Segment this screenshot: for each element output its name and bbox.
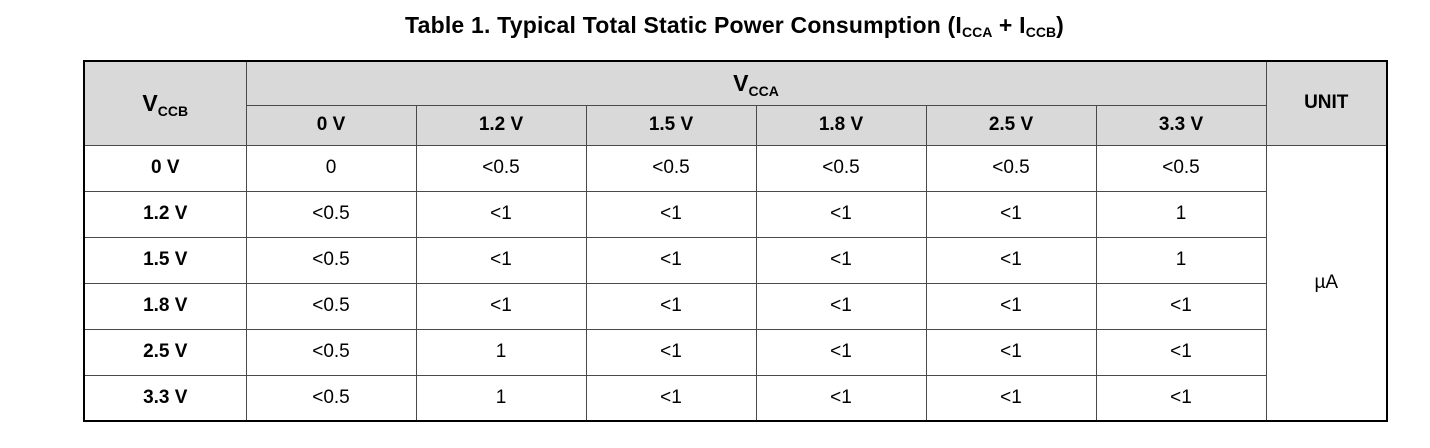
vcca-label: VCCA xyxy=(733,69,779,99)
cell-value: <0.5 xyxy=(245,374,417,422)
row-label: 2.5 V xyxy=(83,328,247,376)
table-title-plus: + I xyxy=(992,12,1026,38)
col-header-1v8: 1.8 V xyxy=(755,104,927,146)
cell-value: <1 xyxy=(755,236,927,284)
cell-value: <1 xyxy=(415,190,587,238)
cell-value: <1 xyxy=(1095,328,1267,376)
cell-value: 1 xyxy=(415,374,587,422)
unit-header: UNIT xyxy=(1265,60,1388,146)
table-title-text: Table 1. Typical Total Static Power Cons… xyxy=(405,12,962,38)
row-label: 1.5 V xyxy=(83,236,247,284)
cell-value: 1 xyxy=(1095,236,1267,284)
cell-value: <1 xyxy=(585,236,757,284)
col-header-3v3: 3.3 V xyxy=(1095,104,1267,146)
cell-value: <1 xyxy=(415,282,587,330)
table-row: 2.5 V <0.5 1 <1 <1 <1 <1 xyxy=(83,328,1387,376)
row-label: 1.2 V xyxy=(83,190,247,238)
table-title: Table 1. Typical Total Static Power Cons… xyxy=(83,12,1386,40)
cell-value: <1 xyxy=(1095,374,1267,422)
table-row: 3.3 V <0.5 1 <1 <1 <1 <1 xyxy=(83,374,1387,422)
unit-value-cell: µA xyxy=(1265,144,1388,422)
col-header-1v5: 1.5 V xyxy=(585,104,757,146)
cell-value: <0.5 xyxy=(245,328,417,376)
row-header-vccb: VCCB xyxy=(83,60,247,146)
cell-value: <0.5 xyxy=(245,190,417,238)
cell-value: <0.5 xyxy=(1095,144,1267,192)
cell-value: <0.5 xyxy=(415,144,587,192)
table-row: 0 V 0 <0.5 <0.5 <0.5 <0.5 <0.5 µA xyxy=(83,144,1388,422)
cell-value: <1 xyxy=(925,374,1097,422)
vccb-subscript: CCB xyxy=(157,102,189,119)
cell-value: <0.5 xyxy=(585,144,757,192)
cell-value: <1 xyxy=(755,328,927,376)
vccb-base: V xyxy=(142,89,158,116)
col-group-vcca: VCCA xyxy=(245,60,1267,106)
cell-value: <0.5 xyxy=(245,282,417,330)
cell-value: <1 xyxy=(925,282,1097,330)
cell-value: <1 xyxy=(585,328,757,376)
table-row: 1.5 V <0.5 <1 <1 <1 <1 1 xyxy=(83,236,1387,284)
vcca-subscript: CCA xyxy=(748,82,779,99)
cell-value: <1 xyxy=(755,190,927,238)
cell-value: <1 xyxy=(755,374,927,422)
vcca-base: V xyxy=(733,69,749,96)
cell-value: 1 xyxy=(415,328,587,376)
title-subscript-iccb: CCB xyxy=(1025,24,1057,40)
cell-value: <1 xyxy=(925,190,1097,238)
table-title-close-paren: ) xyxy=(1056,12,1064,38)
header-group-row: VCCB VCCA UNIT xyxy=(83,60,1388,146)
table-row: 1.8 V <0.5 <1 <1 <1 <1 <1 xyxy=(83,282,1387,330)
row-label: 0 V xyxy=(83,144,247,192)
cell-value: <0.5 xyxy=(245,236,417,284)
power-consumption-table: VCCB VCCA UNIT 0 V 1.2 V 1.5 V 1.8 V 2.5… xyxy=(83,60,1388,422)
title-subscript-icca: CCA xyxy=(962,24,993,40)
cell-value: <1 xyxy=(585,374,757,422)
col-header-0v: 0 V xyxy=(245,104,417,146)
cell-value: <1 xyxy=(585,282,757,330)
col-header-2v5: 2.5 V xyxy=(925,104,1097,146)
table-row: 1.2 V <0.5 <1 <1 <1 <1 1 xyxy=(83,190,1387,238)
cell-value: <1 xyxy=(925,236,1097,284)
header-voltage-row: 0 V 1.2 V 1.5 V 1.8 V 2.5 V 3.3 V xyxy=(84,104,1387,146)
col-header-1v2: 1.2 V xyxy=(415,104,587,146)
row-label: 3.3 V xyxy=(83,374,247,422)
cell-value: 1 xyxy=(1095,190,1267,238)
cell-value: <0.5 xyxy=(925,144,1097,192)
cell-value: <1 xyxy=(415,236,587,284)
cell-value: <1 xyxy=(585,190,757,238)
vccb-label: VCCB xyxy=(142,89,189,119)
cell-value: <0.5 xyxy=(755,144,927,192)
row-label: 1.8 V xyxy=(83,282,247,330)
cell-value: 0 xyxy=(245,144,417,192)
cell-value: <1 xyxy=(1095,282,1267,330)
cell-value: <1 xyxy=(925,328,1097,376)
power-consumption-section: Table 1. Typical Total Static Power Cons… xyxy=(83,12,1388,422)
cell-value: <1 xyxy=(755,282,927,330)
